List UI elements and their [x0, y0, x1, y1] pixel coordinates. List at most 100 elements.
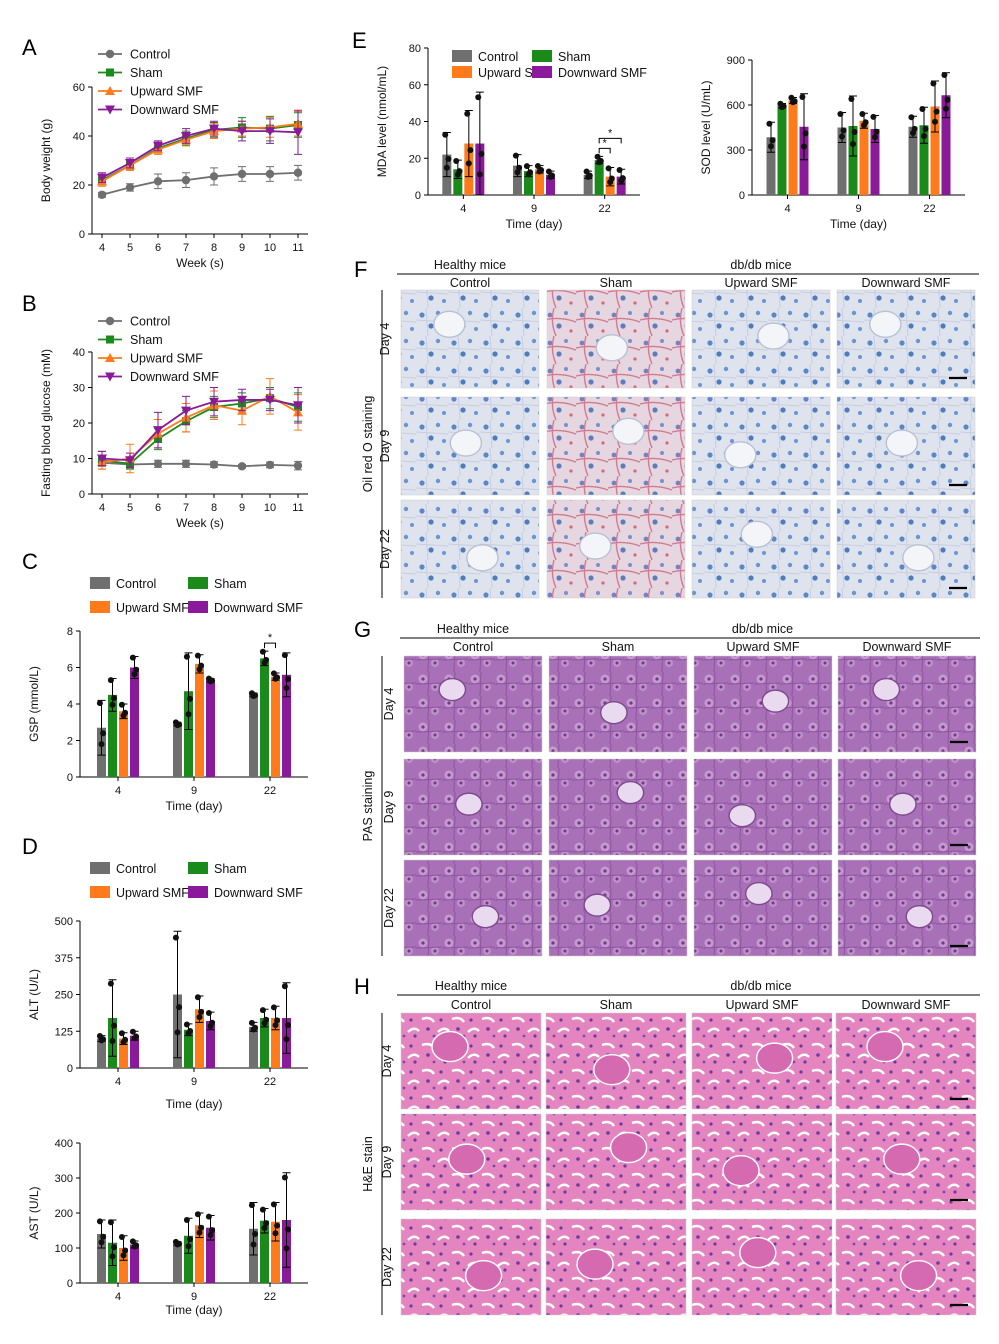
bar — [583, 174, 593, 195]
x-tick-label: 9 — [855, 203, 861, 215]
tissue-feature — [583, 893, 612, 917]
legend-label: Sham — [214, 862, 247, 876]
series-control — [96, 930, 259, 1068]
tissue-feature — [449, 429, 483, 457]
legend-item: Upward SMF — [90, 601, 189, 615]
data-point — [198, 1008, 205, 1015]
data-point — [96, 1218, 103, 1225]
legend-marker — [105, 105, 115, 115]
tissue-image — [837, 655, 977, 753]
y-tick-label: 4 — [67, 699, 73, 711]
legend-label: Upward SMF — [116, 886, 189, 900]
data-point — [97, 173, 107, 183]
series-control — [96, 1202, 259, 1283]
data-point — [205, 1213, 212, 1220]
data-point — [109, 701, 116, 708]
data-point — [97, 454, 107, 464]
data-point — [281, 1174, 288, 1181]
stain-label: PAS staining — [361, 771, 375, 842]
micrograph-tile — [836, 499, 976, 599]
y-tick-label: 40 — [409, 117, 421, 129]
data-point — [250, 1241, 257, 1248]
data-point — [274, 1017, 281, 1024]
bar — [271, 1221, 280, 1283]
data-point — [527, 169, 534, 176]
data-point — [100, 730, 107, 737]
chart-mda: 0 20 40 60 80 MDA level (nmol/mL) 4 9 22 Time (da… — [375, 43, 647, 231]
panel-letter-h: H — [354, 974, 370, 999]
tissue-feature — [883, 1143, 921, 1175]
tissue-feature — [902, 544, 935, 572]
y-tick-label: 200 — [55, 1208, 73, 1220]
bar — [206, 1020, 215, 1068]
data-point — [261, 1225, 268, 1232]
legend-item: Upward SMF — [98, 85, 203, 99]
column-header: Sham — [602, 640, 635, 654]
micrograph-tile — [837, 758, 977, 856]
row-label: Day 4 — [382, 688, 396, 721]
data-point — [125, 183, 135, 192]
data-point — [98, 1239, 105, 1246]
tissue-image — [403, 655, 543, 753]
legend-label: Sham — [558, 50, 591, 64]
data-point — [616, 167, 623, 174]
column-header: Upward SMF — [726, 998, 799, 1012]
x-axis-title: Week (s) — [176, 516, 224, 530]
data-point — [252, 692, 259, 699]
x-tick-label: 9 — [191, 785, 197, 797]
bar — [206, 680, 215, 777]
legend-swatch — [90, 577, 110, 589]
data-point — [176, 1004, 183, 1011]
y-tick-label: 0 — [67, 1063, 73, 1075]
data-point — [922, 125, 929, 132]
data-point — [263, 1016, 270, 1023]
significance-bracket — [598, 147, 611, 154]
data-point — [285, 1022, 292, 1029]
data-point — [120, 1252, 127, 1259]
data-point — [921, 133, 927, 140]
data-point — [100, 1233, 107, 1240]
legend-label: Control — [116, 577, 156, 591]
data-point — [153, 459, 163, 469]
data-point — [122, 709, 129, 716]
data-point — [209, 1019, 216, 1026]
series-upward-smf — [118, 652, 281, 777]
legend-label: Sham — [130, 333, 163, 347]
x-tick-label: 6 — [155, 242, 161, 254]
y-tick-label: 375 — [55, 953, 73, 965]
data-point — [209, 1227, 216, 1234]
micrograph-tile — [691, 1012, 833, 1110]
legend-item: Sham — [98, 333, 163, 347]
data-point — [766, 120, 773, 127]
data-point — [769, 137, 776, 144]
x-tick-label: 9 — [239, 242, 245, 254]
legend-swatch — [90, 862, 110, 874]
tissue-feature — [888, 792, 917, 816]
series-upward-smf — [118, 994, 281, 1068]
bar — [173, 724, 182, 777]
y-tick-label: 900 — [727, 55, 745, 67]
data-point — [265, 127, 275, 137]
data-point — [181, 132, 191, 141]
micrograph-tile — [693, 655, 833, 753]
x-tick-label: 9 — [531, 203, 537, 215]
legend-label: Sham — [130, 66, 163, 80]
bar — [788, 100, 798, 195]
y-tick-label: 0 — [79, 489, 85, 501]
x-tick-label: 5 — [127, 242, 133, 254]
bar — [930, 106, 940, 195]
tissue-image — [835, 1012, 977, 1110]
series-control — [97, 458, 303, 471]
data-point — [125, 456, 135, 466]
tissue-feature — [869, 310, 902, 338]
legend-marker — [105, 372, 115, 382]
data-point — [608, 175, 615, 182]
data-point — [545, 168, 552, 175]
x-axis-title: Time (day) — [166, 799, 223, 813]
tissue-feature — [471, 904, 500, 929]
data-point — [181, 459, 191, 469]
series-sham — [777, 95, 929, 195]
data-point — [837, 111, 844, 117]
data-point — [265, 395, 275, 405]
data-point — [153, 141, 163, 151]
